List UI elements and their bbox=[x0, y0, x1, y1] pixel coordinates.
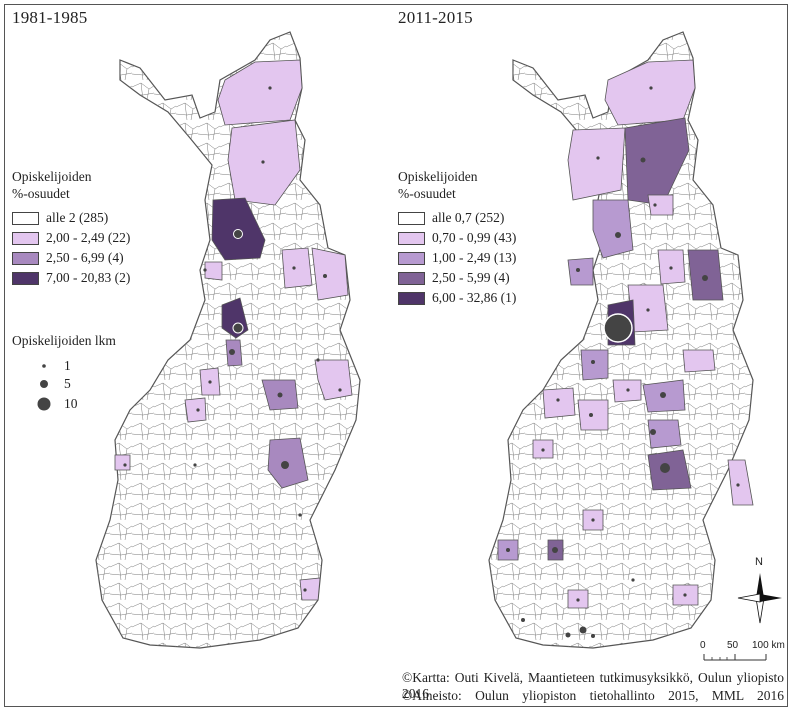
legend-row: 1,00 - 2,49 (13) bbox=[398, 248, 516, 268]
count-legend-label: 1 bbox=[64, 358, 71, 373]
legend-left: Opiskelijoiden %-osuudet alle 2 (285) 2,… bbox=[12, 168, 130, 288]
legend-row: 2,50 - 6,99 (4) bbox=[12, 248, 130, 268]
legend-title-line1: Opiskelijoiden bbox=[398, 169, 478, 184]
period-title-left: 1981-1985 bbox=[12, 8, 88, 27]
student-count-dots-right bbox=[506, 86, 740, 638]
count-legend-title: Opiskelijoiden lkm bbox=[12, 333, 116, 348]
region-class1 bbox=[311, 247, 349, 301]
count-legend-row: 1 bbox=[36, 358, 71, 374]
north-label: N bbox=[755, 556, 763, 568]
legend-label: 2,50 - 6,99 (4) bbox=[46, 250, 124, 265]
region-class1 bbox=[217, 59, 303, 126]
period-title-right: 2011-2015 bbox=[398, 8, 473, 27]
region-class2 bbox=[580, 349, 609, 381]
legend-row: alle 2 (285) bbox=[12, 208, 130, 228]
student-count-dots-left bbox=[123, 86, 342, 592]
region-class3 bbox=[624, 117, 690, 206]
region-class3 bbox=[211, 197, 266, 261]
legend-label: alle 0,7 (252) bbox=[432, 210, 505, 225]
scale-tick-label: 100 km bbox=[752, 640, 785, 651]
legend-row: 2,50 - 5,99 (4) bbox=[398, 268, 516, 288]
legend-row: 2,00 - 2,49 (22) bbox=[12, 228, 130, 248]
legend-swatch bbox=[398, 211, 425, 225]
region-class1 bbox=[682, 349, 716, 373]
region-class1 bbox=[299, 577, 321, 601]
region-class1 bbox=[114, 454, 131, 471]
legend-label: 2,50 - 5,99 (4) bbox=[432, 270, 510, 285]
region-class2 bbox=[567, 257, 594, 286]
map-left bbox=[95, 31, 361, 649]
region-class1 bbox=[314, 359, 353, 401]
map-credit: ©Kartta: Outi Kivelä, Maantieteen tutkim… bbox=[402, 670, 784, 701]
scale-bar bbox=[703, 654, 767, 661]
legend-title-line1: Opiskelijoiden bbox=[12, 169, 92, 184]
region-class1 bbox=[727, 459, 754, 506]
legend-label: 6,00 - 32,86 (1) bbox=[432, 290, 517, 305]
legend-swatch bbox=[12, 251, 39, 265]
region-class2 bbox=[647, 419, 682, 449]
region-class1 bbox=[647, 194, 674, 216]
region-class1 bbox=[567, 127, 626, 201]
legend-swatch bbox=[12, 211, 39, 225]
north-arrow-icon bbox=[737, 573, 782, 624]
count-dot-medium-icon bbox=[40, 380, 48, 388]
map-right bbox=[488, 31, 754, 649]
legend-row: alle 0,7 (252) bbox=[398, 208, 516, 228]
legend-swatch bbox=[398, 291, 425, 305]
legend-label: 0,70 - 0,99 (43) bbox=[432, 230, 517, 245]
count-dot-small-icon bbox=[42, 364, 46, 368]
count-legend-label: 10 bbox=[64, 396, 78, 411]
count-dot-large-icon bbox=[37, 397, 51, 411]
legend-swatch bbox=[12, 271, 39, 285]
region-class1 bbox=[204, 261, 223, 281]
legend-row: 0,70 - 0,99 (43) bbox=[398, 228, 516, 248]
region-class2 bbox=[592, 199, 634, 259]
legend-row: 6,00 - 32,86 (1) bbox=[398, 288, 516, 308]
region-class1 bbox=[184, 397, 207, 423]
scale-tick-label: 0 bbox=[700, 640, 706, 651]
legend-swatch bbox=[398, 251, 425, 265]
legend-label: 7,00 - 20,83 (2) bbox=[46, 270, 131, 285]
region-class1 bbox=[542, 387, 576, 419]
count-legend-row: 5 bbox=[36, 376, 71, 392]
legend-label: alle 2 (285) bbox=[46, 210, 109, 225]
legend-swatch bbox=[398, 231, 425, 245]
count-legend-row: 10 bbox=[36, 395, 78, 413]
count-legend-label: 5 bbox=[64, 376, 71, 391]
data-credit: ©Aineisto: Oulun yliopiston tietohallint… bbox=[402, 688, 784, 703]
legend-row: 7,00 - 20,83 (2) bbox=[12, 268, 130, 288]
region-class1 bbox=[604, 59, 696, 126]
figure-frame bbox=[4, 4, 788, 707]
legend-label: 2,00 - 2,49 (22) bbox=[46, 230, 131, 245]
legend-title-line2: %-osuudet bbox=[12, 186, 70, 201]
region-class1 bbox=[281, 247, 313, 289]
legend-swatch bbox=[12, 231, 39, 245]
legend-label: 1,00 - 2,49 (13) bbox=[432, 250, 517, 265]
region-class3 bbox=[687, 249, 724, 301]
legend-title-line2: %-osuudet bbox=[398, 186, 456, 201]
scale-tick-label: 50 bbox=[727, 640, 739, 651]
legend-swatch bbox=[398, 271, 425, 285]
legend-right: Opiskelijoiden %-osuudet alle 0,7 (252) … bbox=[398, 168, 516, 308]
